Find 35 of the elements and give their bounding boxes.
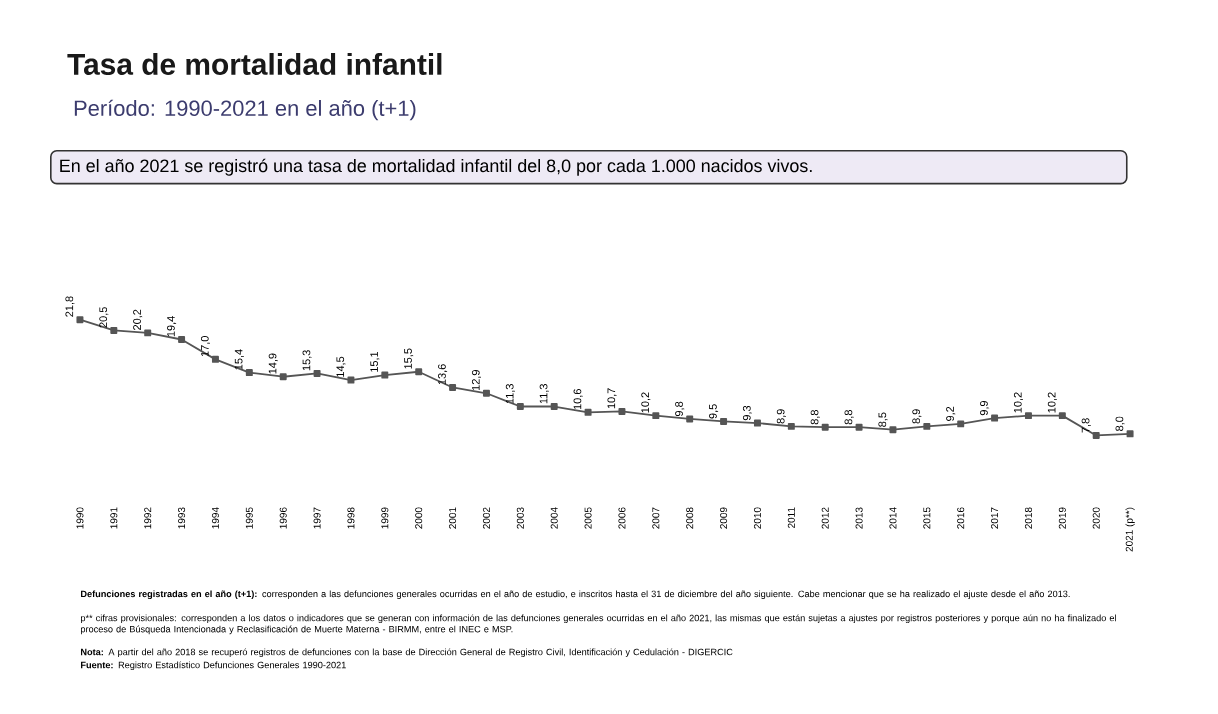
point (516, 403, 524, 410)
point (991, 414, 999, 422)
point (110, 326, 118, 334)
point (211, 355, 219, 363)
point (821, 423, 829, 431)
point (787, 422, 795, 430)
point (652, 412, 660, 420)
point (855, 423, 863, 431)
point (449, 384, 457, 391)
point (76, 316, 84, 324)
point (482, 389, 490, 397)
point (923, 422, 931, 430)
text: En el año 2021 se registró una tasa de mortalidad infantil del 8,0 por cada 1.000 nacidos vivos. (60, 158, 812, 176)
point (1024, 412, 1032, 420)
point (347, 376, 355, 384)
point (686, 415, 694, 423)
point (279, 373, 287, 381)
point (178, 336, 186, 343)
point (550, 403, 558, 410)
point (1126, 430, 1134, 438)
chart-title: Tasa de mortalidad infantil (67, 53, 442, 75)
point (381, 371, 389, 379)
point (753, 419, 761, 427)
point (1092, 431, 1100, 439)
point (720, 417, 728, 425)
point (618, 407, 626, 415)
point (1058, 412, 1066, 420)
point (245, 369, 253, 377)
point (889, 426, 897, 434)
point (313, 369, 321, 377)
point (144, 329, 152, 337)
point (415, 368, 423, 376)
point (584, 408, 592, 416)
point (957, 420, 965, 428)
chart-subtitle: Período: 1990-2021 en el año (t+1) (74, 99, 416, 121)
